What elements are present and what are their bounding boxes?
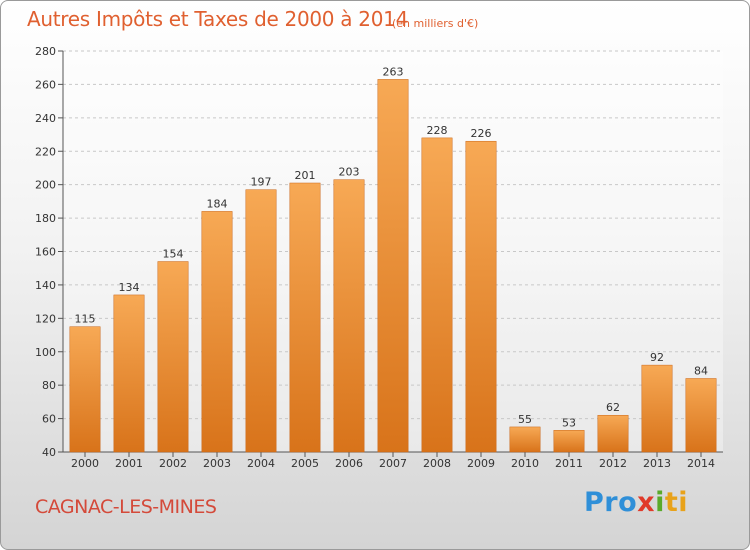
x-tick-label-2005: 2005: [291, 457, 319, 470]
y-tick-label: 120: [35, 312, 56, 325]
x-tick-label-2010: 2010: [511, 457, 539, 470]
bar-2006: [333, 179, 365, 453]
x-tick-label-2007: 2007: [379, 457, 407, 470]
x-tick-label-2008: 2008: [423, 457, 451, 470]
bar-2011: [553, 430, 585, 453]
bar-2004: [245, 189, 277, 453]
bars: [69, 79, 717, 453]
value-label-2014: 84: [694, 364, 708, 377]
y-tick-label: 100: [35, 346, 56, 359]
value-label-2004: 197: [251, 176, 272, 189]
x-tick-label-2013: 2013: [643, 457, 671, 470]
value-label-2005: 201: [295, 169, 316, 182]
x-tick-label-2006: 2006: [335, 457, 363, 470]
value-label-2002: 154: [163, 248, 184, 261]
y-tick-label: 280: [35, 45, 56, 58]
chart-subtitle: (en milliers d'€): [392, 17, 479, 30]
logo-part-1: Pro: [584, 487, 638, 518]
bar-2007: [377, 79, 409, 453]
value-label-2003: 184: [207, 197, 228, 210]
value-label-2011: 53: [562, 416, 576, 429]
y-tick-label: 40: [42, 446, 56, 459]
bar-2005: [289, 182, 321, 453]
logo-part-2: x: [637, 487, 656, 518]
value-label-2007: 263: [383, 65, 404, 78]
value-label-2000: 115: [75, 313, 96, 326]
labels: 40 60 80 100 120 140 160 180 200 220 240 260 280 115 2…: [35, 45, 715, 470]
bar-2003: [201, 211, 233, 453]
x-tick-label-2004: 2004: [247, 457, 275, 470]
x-tick-label-2003: 2003: [203, 457, 231, 470]
x-tick-label-2001: 2001: [115, 457, 143, 470]
bar-2012: [597, 414, 629, 453]
value-label-2013: 92: [650, 351, 664, 364]
y-tick-label: 200: [35, 179, 56, 192]
bar-2013: [641, 364, 673, 453]
bar-2000: [69, 326, 101, 453]
bar-2014: [685, 378, 717, 453]
x-tick-label-2002: 2002: [159, 457, 187, 470]
value-label-2006: 203: [339, 166, 360, 179]
value-label-2012: 62: [606, 401, 620, 414]
value-label-2009: 226: [471, 127, 492, 140]
y-tick-label: 240: [35, 112, 56, 125]
logo-part-3: i: [655, 487, 665, 518]
location-name: CAGNAC-LES-MINES: [35, 496, 217, 518]
bar-2001: [113, 294, 145, 453]
bar-2009: [465, 140, 497, 453]
y-tick-label: 60: [42, 413, 56, 426]
y-tick-label: 180: [35, 212, 56, 225]
y-tick-label: 80: [42, 379, 56, 392]
bar-2002: [157, 261, 189, 453]
bar-2008: [421, 137, 453, 453]
x-tick-label-2009: 2009: [467, 457, 495, 470]
y-tick-label: 160: [35, 246, 56, 259]
proxiti-logo[interactable]: Proxiti: [584, 487, 688, 518]
bar-2010: [509, 426, 541, 453]
value-label-2008: 228: [427, 124, 448, 137]
value-label-2001: 134: [119, 281, 140, 294]
value-label-2010: 55: [518, 413, 532, 426]
chart-title: Autres Impôts et Taxes de 2000 à 2014: [27, 7, 408, 31]
x-tick-label-2012: 2012: [599, 457, 627, 470]
y-tick-label: 220: [35, 145, 56, 158]
y-tick-label: 140: [35, 279, 56, 292]
x-tick-label-2014: 2014: [687, 457, 715, 470]
logo-part-4: ti: [664, 487, 689, 518]
y-tick-label: 260: [35, 78, 56, 91]
x-tick-label-2000: 2000: [71, 457, 99, 470]
x-tick-label-2011: 2011: [555, 457, 583, 470]
